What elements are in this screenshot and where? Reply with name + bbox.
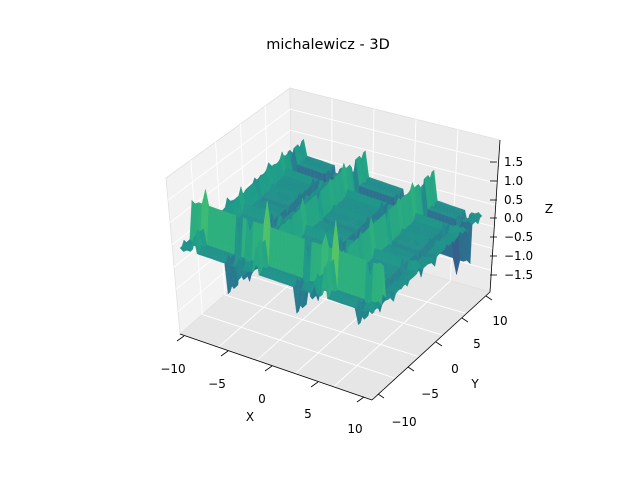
grid-line: [290, 108, 499, 163]
x-axis-label: X: [246, 410, 254, 424]
grid-line: [224, 294, 420, 358]
z-tick-label: −0.5: [504, 230, 533, 244]
grid-line: [333, 280, 451, 388]
x-ticks: −10 −5 0 5 10 X: [160, 335, 365, 436]
y-tick-label: 5: [473, 337, 481, 351]
x-tick-mark: [356, 396, 365, 403]
z-tick-label: 1.0: [504, 174, 523, 188]
z-tick-label: −1.0: [504, 249, 533, 263]
grid-line: [169, 129, 291, 223]
y-ticks: −10 −5 0 5 10 Y: [377, 295, 508, 429]
x-tick-mark: [310, 381, 319, 388]
surface-cell: [368, 308, 375, 315]
z-tick-label: 0.5: [504, 193, 523, 207]
z-ticks: 1.5 1.0 0.5 0.0 −0.5 −1.0 −1.5 Z: [490, 155, 553, 282]
grid-line: [167, 108, 291, 201]
grid-line: [290, 129, 498, 184]
z-axis-line: [489, 139, 501, 293]
x-tick-label: −10: [160, 362, 185, 376]
x-tick-label: 0: [258, 392, 266, 406]
y-tick-mark: [435, 341, 443, 347]
x-tick-label: −5: [208, 377, 226, 391]
y-tick-label: 0: [451, 362, 459, 376]
y-tick-label: −5: [421, 387, 439, 401]
z-tick-label: 0.0: [504, 211, 523, 225]
surface-plot: [179, 138, 483, 326]
z-tick-label: −1.5: [504, 268, 533, 282]
x-tick-mark: [264, 365, 273, 372]
x-axis-line: [179, 333, 373, 401]
grid-line: [290, 150, 496, 206]
y-tick-mark: [461, 317, 469, 323]
x-tick-mark: [220, 350, 229, 357]
y-axis-label: Y: [470, 377, 479, 391]
y-tick-label: 10: [492, 314, 507, 328]
x-tick-label: 5: [304, 407, 312, 421]
grid-line: [202, 313, 396, 379]
y-tick-mark: [377, 393, 385, 399]
chart-title: michalewicz - 3D: [266, 37, 389, 53]
z-axis-label: Z: [545, 202, 553, 216]
x-tick-mark: [176, 335, 185, 342]
z-tick-label: 1.5: [504, 155, 523, 169]
y-tick-mark: [485, 295, 493, 301]
y-axis-line: [371, 291, 491, 401]
y-tick-mark: [407, 366, 415, 372]
grid-line: [247, 274, 443, 336]
x-tick-label: 10: [347, 422, 362, 436]
y-tick-label: −10: [391, 415, 416, 429]
